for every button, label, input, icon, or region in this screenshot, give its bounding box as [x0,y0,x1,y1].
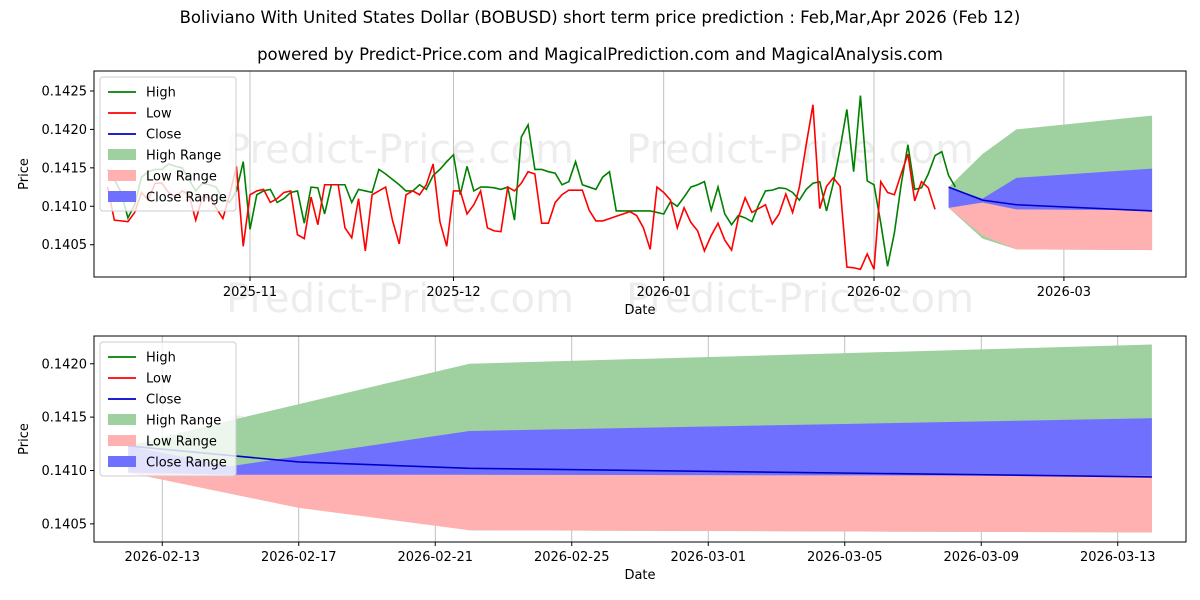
legend-close-range-label: Close Range [146,456,227,471]
axes-frame [93,335,1187,543]
watermark-text: Predict-Price.com [226,276,574,322]
x-tick-label: 2026-02 [847,285,901,300]
y-tick-label: 0.1415 [42,411,88,426]
y-tick-label: 0.1405 [42,517,88,532]
legend-low-range-swatch [108,170,136,181]
x-tick-label: 2026-02-21 [397,550,473,565]
high-series-line [106,95,957,267]
y-tick-label: 0.1415 [42,161,88,176]
legend: High Low Close High Range Low Range Close Ran… [99,341,237,477]
x-axis-label: Date [624,303,655,318]
close-series-line [948,186,1153,212]
legend-low-label: Low [146,372,172,387]
legend-high-range-label: High Range [146,414,221,429]
x-tick-label: 2026-01 [637,285,691,300]
x-tick-label: 2026-02-25 [534,550,610,565]
close-range-band [128,418,1152,476]
y-tick-label: 0.1410 [42,464,88,479]
legend-close-range-swatch [108,191,136,202]
chart-panel-2: Predict-Price.comPredict-Price.com0.1405… [17,335,1187,583]
chart-subtitle: powered by Predict-Price.com and Magical… [257,45,943,64]
legend: High Low Close High Range Low Range Close Ran… [99,76,237,212]
plot-area [106,71,1153,277]
legend-high-label: High [146,86,176,101]
legend-close-label: Close [146,128,181,143]
legend-low-range-label: Low Range [146,170,217,185]
x-axis-label: Date [624,568,655,583]
x-tick-label: 2026-03-13 [1080,550,1156,565]
y-tick-label: 0.1405 [42,238,88,253]
x-tick-label: 2026-03-01 [670,550,746,565]
y-tick-label: 0.1420 [42,123,88,138]
plot-area [128,336,1152,542]
legend-low-label: Low [146,107,172,122]
legend-close-label: Close [146,393,181,408]
legend-low-range-label: Low Range [146,435,217,450]
legend-close-range-swatch [108,456,136,467]
legend-high-range-swatch [108,149,136,160]
watermark-text: Predict-Price.com [626,276,974,322]
legend-high-label: High [146,351,176,366]
axes-frame [93,70,1187,278]
low-series-line [106,104,936,271]
x-tick-label: 2026-03 [1037,285,1091,300]
watermark-text: Predict-Price.com [626,127,974,173]
legend-high-range-label: High Range [146,149,221,164]
y-axis-label: Price [17,158,32,190]
chart-panel-1: Predict-Price.com Predict-Price.com Predic… [17,70,1187,322]
x-tick-label: 2025-12 [426,285,480,300]
x-tick-label: 2026-03-05 [807,550,883,565]
legend-low-range-swatch [108,435,136,446]
x-tick-label: 2026-03-09 [943,550,1019,565]
y-tick-label: 0.1420 [42,357,88,372]
low-range-band [948,202,1153,251]
x-tick-label: 2026-02-17 [261,550,337,565]
close-range-band [948,168,1153,211]
y-tick-label: 0.1425 [42,84,88,99]
legend-close-range-label: Close Range [146,191,227,206]
x-tick-label: 2026-02-13 [124,550,200,565]
y-axis-label: Price [17,423,32,455]
chart-title: Boliviano With United States Dollar (BOB… [179,8,1021,27]
watermark-text: Predict-Price.com [226,127,574,173]
low-range-band [128,465,1152,533]
legend-high-range-swatch [108,414,136,425]
y-tick-label: 0.1410 [42,200,88,215]
x-tick-label: 2025-11 [223,285,277,300]
